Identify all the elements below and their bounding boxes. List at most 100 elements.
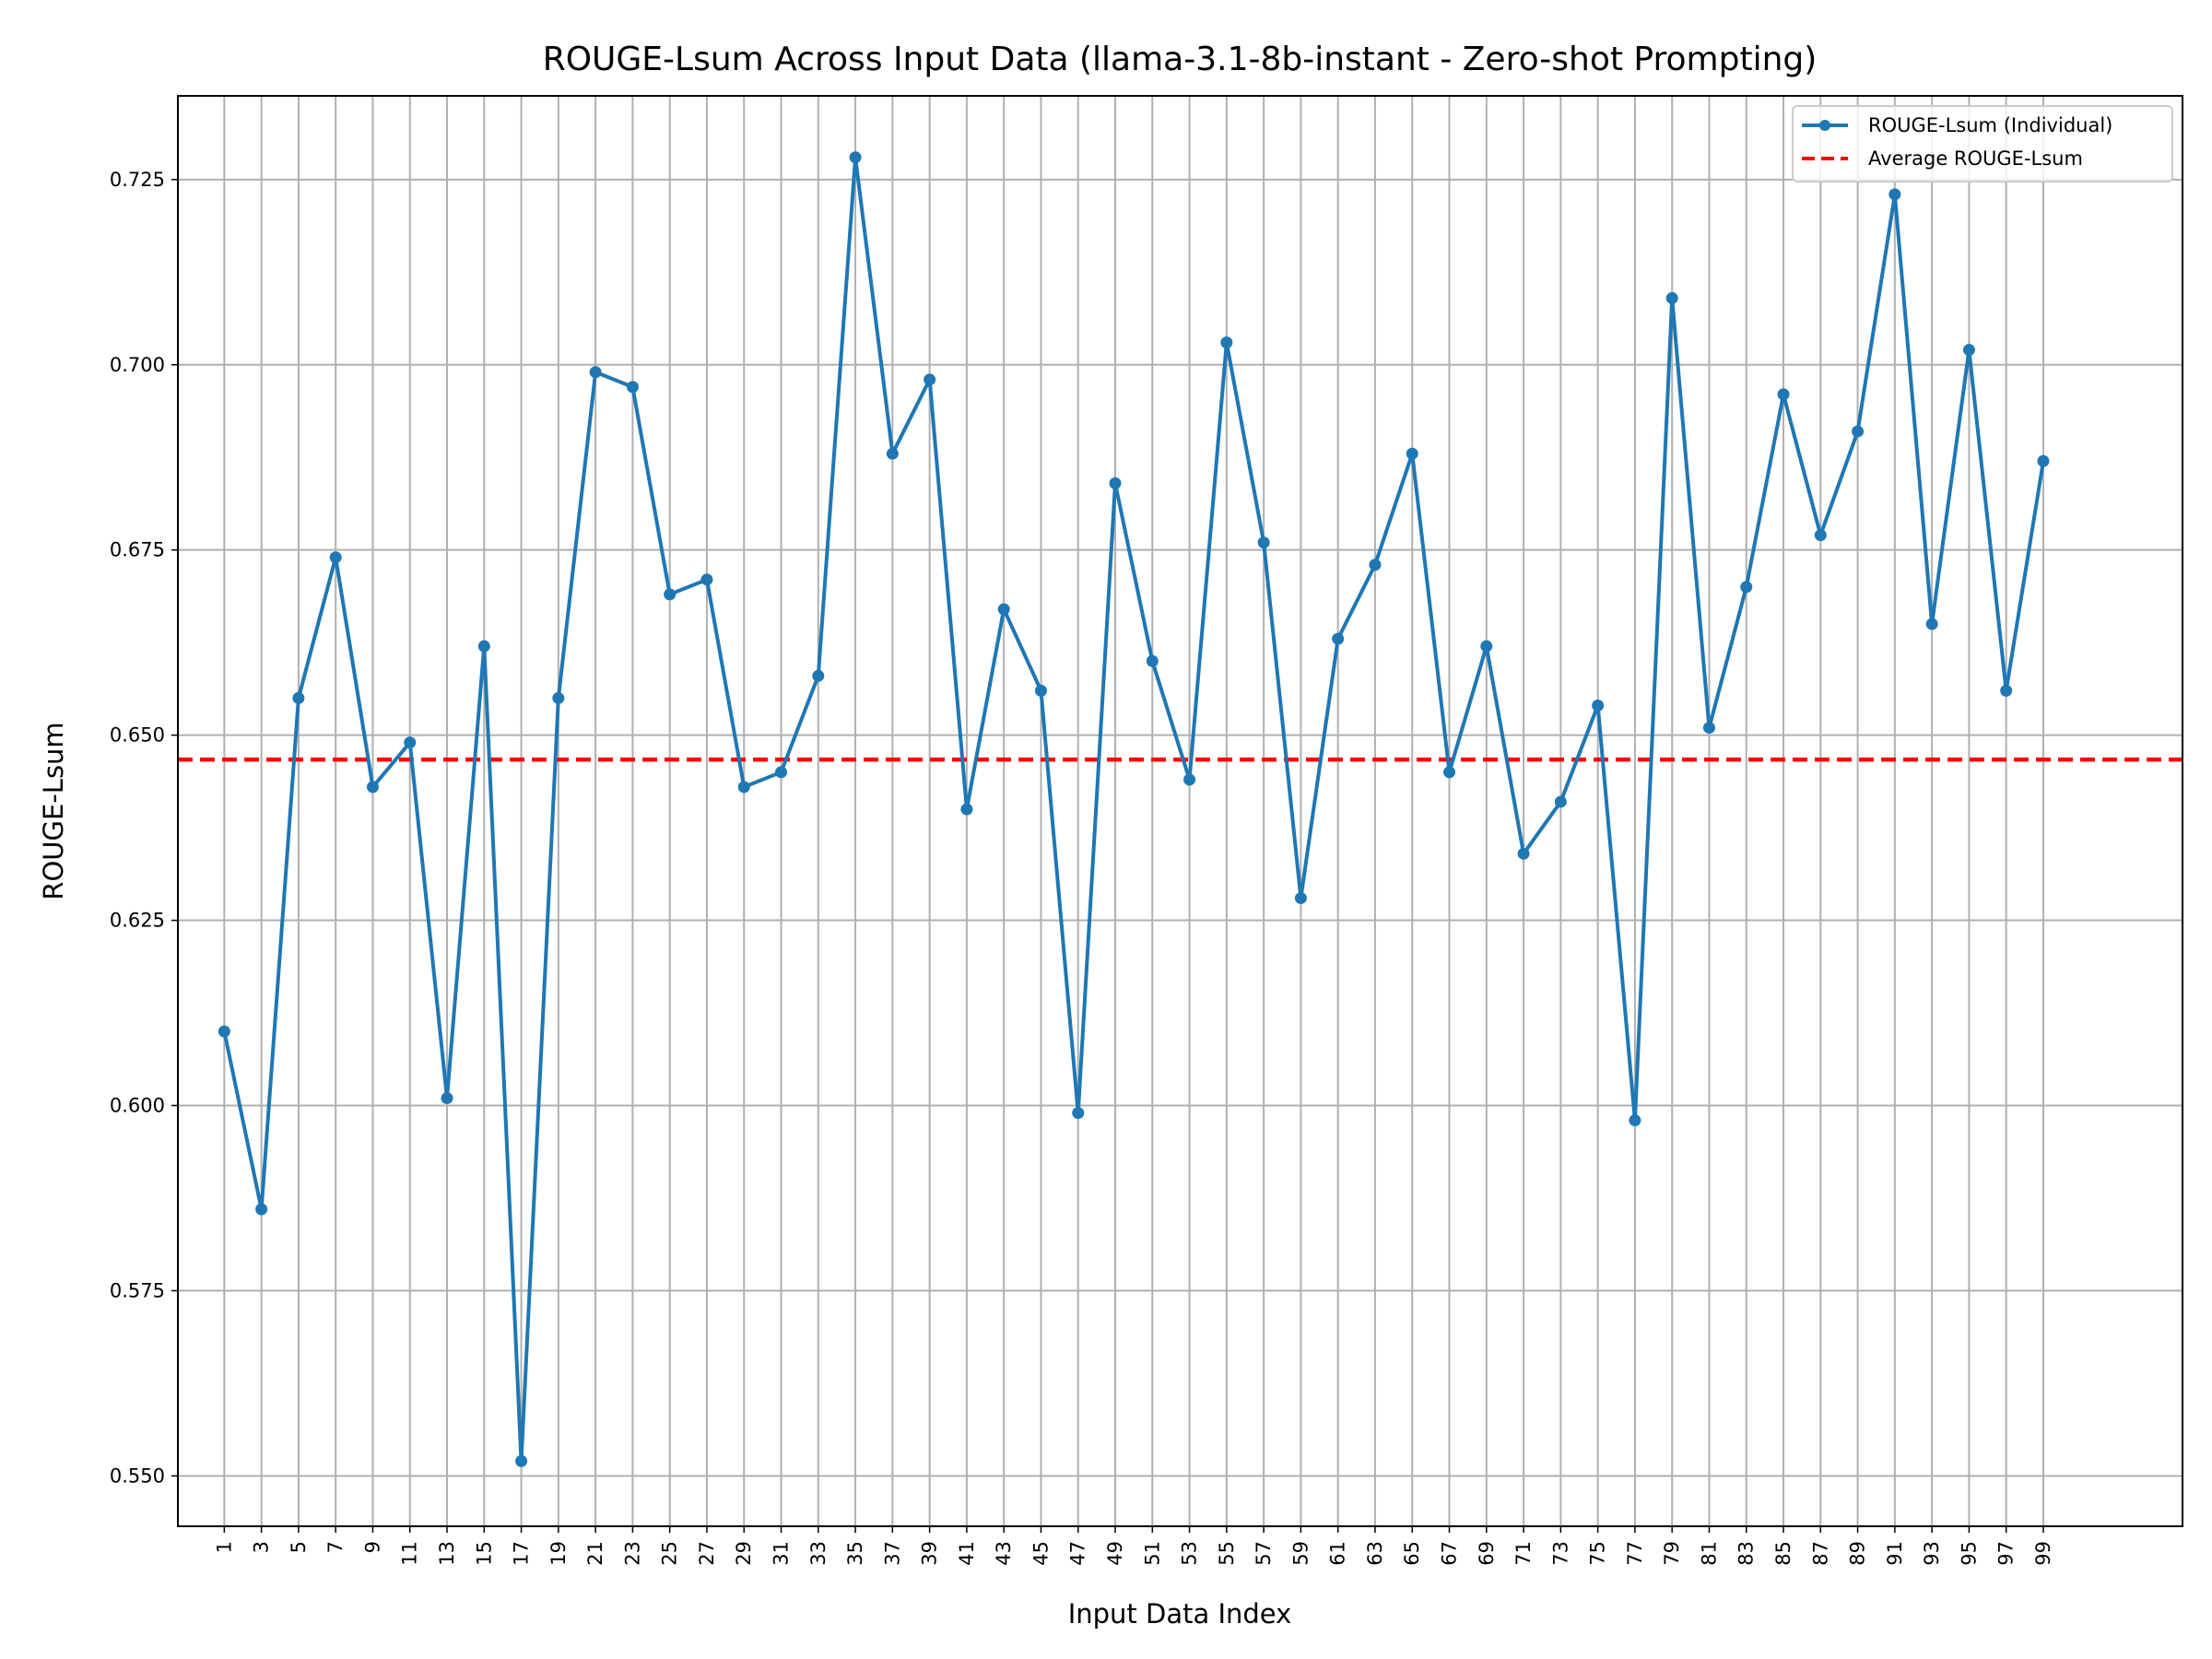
data-point-marker [552,691,565,704]
individual-rouge-line [222,155,2045,1464]
x-tick-label: 95 [1958,1541,1980,1566]
data-point-marker [1146,654,1159,667]
x-tick-label: 33 [807,1541,830,1566]
data-point-marker [1702,722,1715,735]
x-tick-label: 41 [956,1541,978,1566]
x-tick-label: 25 [659,1541,681,1566]
data-point-marker [1592,699,1605,712]
data-point-marker [477,640,490,653]
x-tick-label: 31 [771,1541,793,1566]
x-tick-label: 59 [1289,1541,1312,1566]
x-tick-label: 23 [621,1541,643,1566]
data-point-marker [1109,477,1122,489]
x-tick-label: 3 [251,1541,273,1553]
x-tick-label: 57 [1253,1541,1275,1566]
y-tick-label: 0.650 [110,724,165,747]
x-tick-label: 89 [1847,1541,1869,1566]
data-point-marker [255,1203,268,1216]
x-tick-label: 43 [993,1541,1015,1566]
data-point-marker [1183,773,1196,786]
y-tick-label: 0.575 [110,1279,165,1301]
data-point-marker [404,736,417,749]
data-point-marker [886,447,899,460]
x-tick-label: 55 [1216,1541,1238,1566]
y-tick-label: 0.600 [110,1094,165,1116]
data-point-marker [849,151,862,164]
data-point-marker [329,551,342,564]
data-point-marker [218,1025,230,1038]
data-point-marker [1814,529,1827,542]
y-tick-label: 0.550 [110,1465,165,1487]
legend: ROUGE-Lsum (Individual) Average ROUGE-Ls… [1792,105,2173,182]
data-point-marker [1852,425,1865,438]
data-point-marker [997,603,1010,616]
x-tick-label: 15 [473,1541,495,1566]
legend-average-label: Average ROUGE-Lsum [1868,147,2083,170]
x-tick-label: 53 [1179,1541,1201,1566]
data-point-marker [1294,891,1307,904]
data-point-marker [589,366,602,379]
x-tick-label: 83 [1735,1541,1758,1566]
x-tick-label: 73 [1549,1541,1571,1566]
y-tick-label: 0.725 [110,169,165,191]
data-point-marker [1665,291,1678,304]
data-point-marker [1517,847,1530,860]
x-tick-label: 29 [733,1541,755,1566]
x-tick-label: 7 [324,1541,347,1553]
x-tick-label: 93 [1921,1541,1943,1566]
chart-title: ROUGE-Lsum Across Input Data (llama-3.1-… [543,41,1818,78]
y-axis-label: ROUGE-Lsum [38,722,69,900]
x-tick-label: 77 [1624,1541,1646,1566]
x-tick-label: 97 [1995,1541,2018,1566]
x-tick-label: 85 [1772,1541,1794,1566]
x-tick-label: 63 [1364,1541,1386,1566]
data-point-marker [1406,447,1418,460]
data-point-marker [664,588,677,601]
data-point-marker [1332,632,1345,645]
data-point-marker [1888,188,1901,201]
x-tick-label: 37 [881,1541,903,1566]
x-tick-label: 65 [1401,1541,1423,1566]
x-tick-label: 1 [213,1541,235,1553]
x-tick-label: 27 [696,1541,718,1566]
data-point-marker [700,573,713,586]
x-tick-label: 39 [919,1541,941,1566]
y-tick-label: 0.625 [110,910,165,932]
x-tick-label: 35 [844,1541,866,1566]
data-point-marker [924,373,936,386]
data-point-marker [626,381,639,394]
x-tick-label: 13 [436,1541,458,1566]
data-point-marker [1257,536,1270,549]
data-point-marker [1034,684,1047,697]
data-point-marker [1554,795,1567,808]
data-point-marker [2000,684,2013,697]
x-tick-label: 81 [1698,1541,1720,1566]
x-tick-label: 49 [1104,1541,1126,1566]
y-tick-label: 0.700 [110,354,165,376]
x-tick-label: 19 [547,1541,570,1566]
data-point-marker [292,691,305,704]
y-tick-label: 0.675 [110,539,165,561]
data-point-marker [737,781,750,794]
data-point-marker [812,669,825,682]
data-point-marker [960,803,973,816]
x-tick-label: 9 [361,1541,383,1553]
legend-box [1792,105,2173,182]
x-tick-label: 67 [1439,1541,1461,1566]
x-tick-label: 99 [2032,1541,2054,1566]
x-tick-label: 21 [584,1541,606,1566]
grid-lines [178,96,2183,1526]
data-point-marker [1777,388,1790,401]
x-tick-label: 51 [1141,1541,1163,1566]
plot-area-frame [177,95,2183,1527]
x-tick-label: 5 [288,1541,310,1553]
data-point-marker [1925,618,1938,630]
data-point-marker [1369,559,1382,571]
x-axis-label: Input Data Index [1068,1598,1292,1630]
x-tick-label: 45 [1030,1541,1052,1566]
data-point-marker [1072,1107,1085,1120]
x-tick-label: 79 [1661,1541,1683,1566]
x-tick-label: 87 [1809,1541,1831,1566]
x-tick-label: 69 [1476,1541,1498,1566]
